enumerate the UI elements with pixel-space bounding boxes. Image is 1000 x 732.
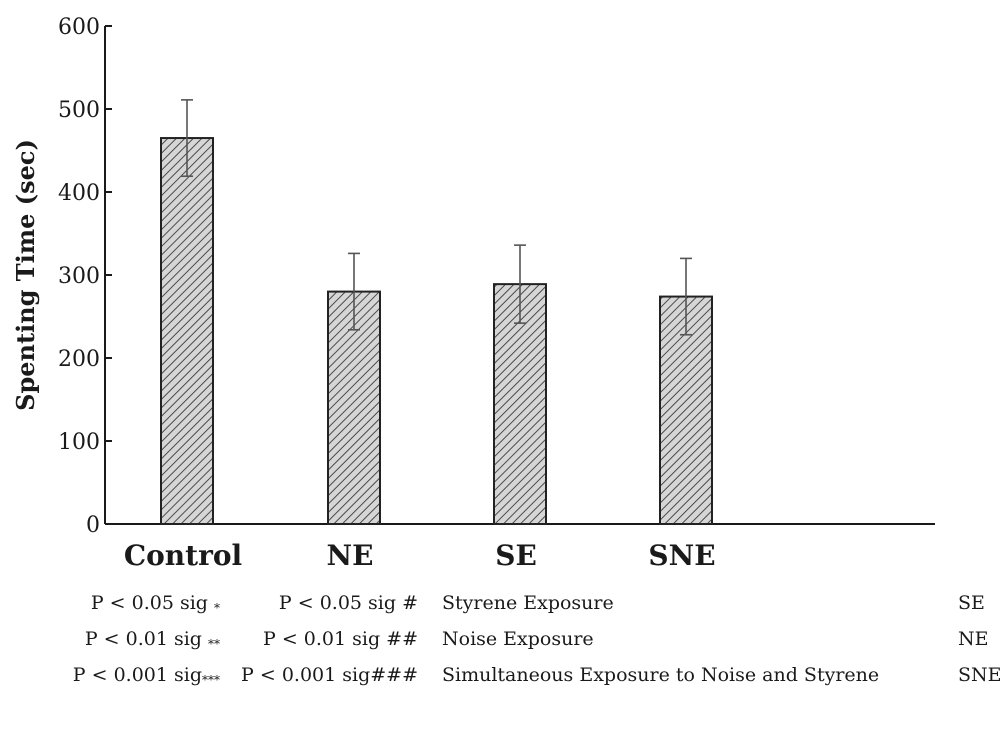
legend-description: Styrene Exposure: [442, 592, 614, 614]
error-bar-se: [514, 244, 526, 324]
y-axis-title: Spenting Time (sec): [11, 139, 40, 411]
y-tick-label: 300: [58, 264, 100, 289]
error-bar-ne: [348, 252, 360, 331]
legend-abbreviation: NE: [958, 628, 989, 650]
y-tick-label: 500: [58, 98, 100, 123]
y-tick-label: 600: [58, 15, 100, 40]
legend-row: P < 0.001 sig*** P < 0.001 sig### Simult…: [0, 664, 1000, 694]
bar-control: [160, 137, 214, 526]
legend-row: P < 0.01 sig ** P < 0.01 sig ## Noise Ex…: [0, 628, 1000, 658]
x-category-label: NE: [327, 539, 374, 572]
y-tick-label: 400: [58, 181, 100, 206]
x-category-label: SNE: [648, 539, 715, 572]
y-tick-label: 200: [58, 347, 100, 372]
bar-chart: 0 100 200 300 400 500 600 Control NE SE SNE Spent…: [11, 15, 935, 572]
x-category-label: Control: [124, 539, 242, 572]
error-bar-sne: [680, 257, 692, 336]
legend-sig-double: P < 0.001 sig###: [241, 664, 418, 686]
legend-sig-single: P < 0.001 sig***: [72, 664, 220, 687]
legend-abbreviation: SE: [958, 592, 985, 614]
legend-description: Noise Exposure: [442, 628, 594, 650]
x-categories-group: Control NE SE SNE: [124, 539, 716, 572]
legend-sig-double: P < 0.01 sig ##: [263, 628, 418, 650]
legend-sig-single: P < 0.05 sig *: [90, 592, 220, 615]
legend-description: Simultaneous Exposure to Noise and Styre…: [442, 664, 880, 686]
x-category-label: SE: [495, 539, 537, 572]
y-tick-label: 0: [86, 513, 100, 538]
y-tick-label: 100: [58, 430, 100, 455]
legend-row: P < 0.05 sig * P < 0.05 sig # Styrene Ex…: [0, 592, 1000, 622]
bars-group: [160, 137, 713, 526]
error-bars-group: [181, 99, 692, 336]
y-ticks-group: 0 100 200 300 400 500 600: [58, 15, 112, 538]
legend-sig-single: P < 0.01 sig **: [84, 628, 220, 651]
legend-sig-double: P < 0.05 sig #: [278, 592, 418, 614]
legend-abbreviation: SNE: [958, 664, 1000, 686]
error-bar-control: [181, 99, 193, 178]
